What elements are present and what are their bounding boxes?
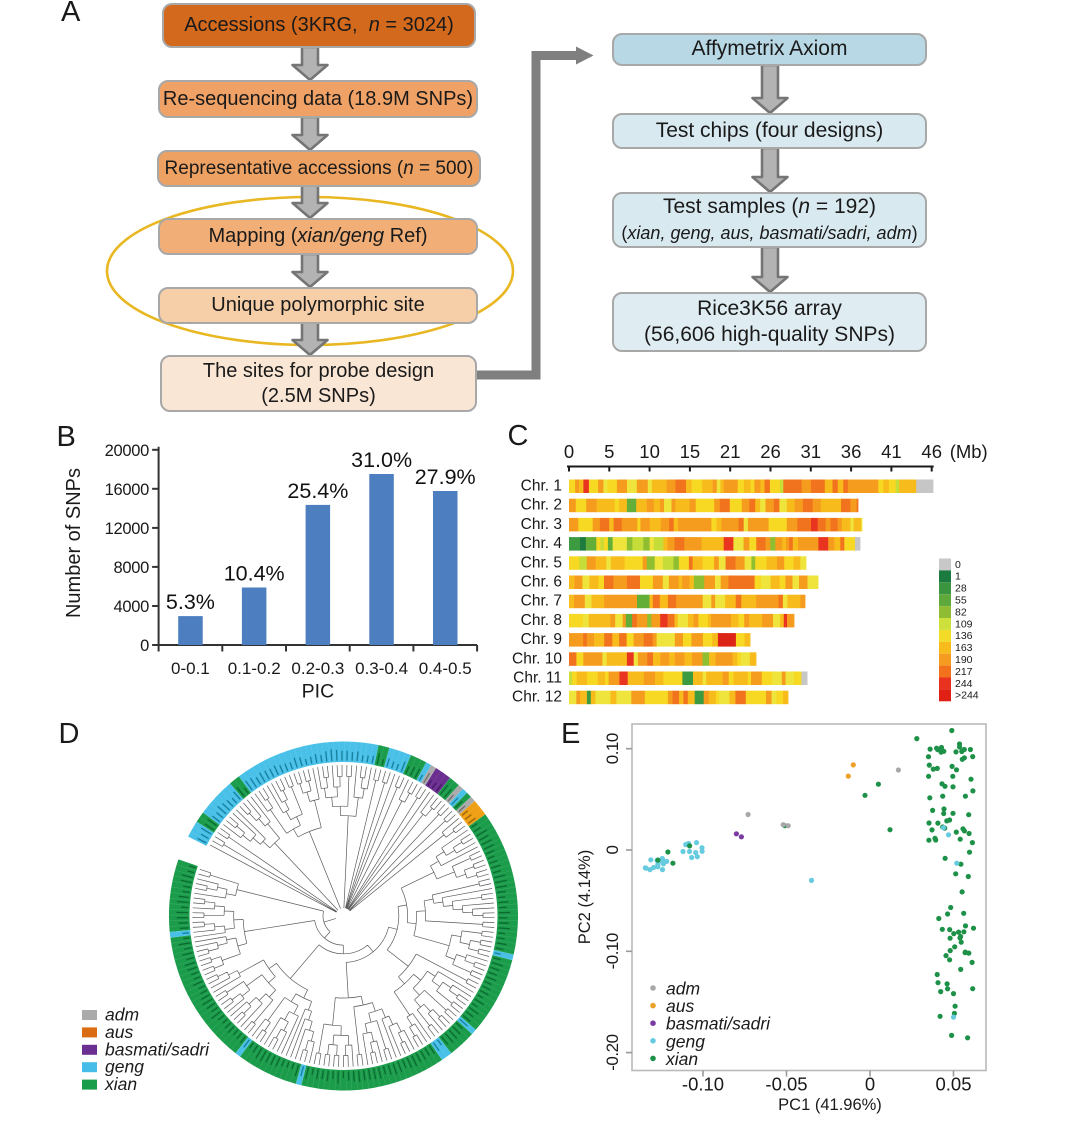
svg-text:27.9%: 27.9%	[415, 465, 476, 489]
svg-text:basmati/sadri: basmati/sadri	[105, 1039, 210, 1059]
svg-text:5.3%: 5.3%	[166, 590, 215, 614]
svg-text:10.4%: 10.4%	[224, 562, 285, 586]
svg-text:aus: aus	[666, 996, 694, 1016]
svg-text:26: 26	[760, 441, 781, 462]
svg-text:Chr. 4: Chr. 4	[521, 535, 563, 552]
svg-text:12000: 12000	[105, 520, 150, 538]
svg-text:adm: adm	[105, 1005, 139, 1025]
svg-text:aus: aus	[105, 1022, 133, 1042]
svg-text:25.4%: 25.4%	[287, 479, 348, 503]
svg-text:Chr. 5: Chr. 5	[521, 554, 562, 571]
svg-text:xian: xian	[104, 1074, 137, 1094]
svg-text:PIC: PIC	[302, 681, 335, 703]
svg-text:Chr. 11: Chr. 11	[513, 670, 562, 687]
svg-text:0-0.1: 0-0.1	[171, 659, 210, 678]
svg-text:-0.10: -0.10	[682, 1074, 724, 1095]
svg-text:20000: 20000	[105, 442, 150, 460]
svg-text:5: 5	[604, 441, 614, 462]
svg-text:109: 109	[955, 618, 973, 630]
svg-text:PC2 (4.14%): PC2 (4.14%)	[576, 850, 594, 944]
svg-text:basmati/sadri: basmati/sadri	[666, 1014, 771, 1034]
svg-text:8000: 8000	[113, 559, 149, 577]
svg-text:>244: >244	[955, 690, 979, 702]
svg-text:163: 163	[955, 642, 973, 654]
svg-text:0.1-0.2: 0.1-0.2	[228, 659, 281, 678]
svg-text:(Mb): (Mb)	[950, 441, 988, 462]
svg-text:-0.20: -0.20	[603, 1034, 622, 1070]
svg-text:0.4-0.5: 0.4-0.5	[419, 659, 472, 678]
svg-text:0: 0	[603, 845, 622, 854]
svg-text:0.3-0.4: 0.3-0.4	[355, 659, 408, 678]
svg-text:PC1 (41.96%): PC1 (41.96%)	[778, 1096, 882, 1114]
svg-text:Chr. 12: Chr. 12	[512, 689, 562, 706]
svg-text:21: 21	[720, 441, 741, 462]
svg-text:46: 46	[921, 441, 942, 462]
svg-text:geng: geng	[105, 1057, 144, 1077]
svg-text:10: 10	[639, 441, 660, 462]
svg-text:1: 1	[955, 571, 961, 583]
svg-text:36: 36	[841, 441, 862, 462]
svg-text:0.2-0.3: 0.2-0.3	[291, 659, 344, 678]
svg-text:217: 217	[955, 666, 973, 678]
svg-text:0: 0	[564, 441, 574, 462]
svg-text:Chr. 6: Chr. 6	[521, 574, 562, 591]
svg-text:15: 15	[680, 441, 701, 462]
svg-text:82: 82	[955, 606, 967, 618]
svg-text:0: 0	[955, 559, 961, 571]
svg-text:0: 0	[865, 1074, 875, 1095]
svg-text:Chr. 2: Chr. 2	[521, 497, 562, 514]
svg-text:55: 55	[955, 595, 967, 607]
svg-text:28: 28	[955, 583, 967, 595]
svg-text:244: 244	[955, 678, 973, 690]
svg-text:Chr. 9: Chr. 9	[521, 631, 562, 648]
svg-text:41: 41	[881, 441, 902, 462]
svg-text:Chr. 7: Chr. 7	[521, 593, 562, 610]
svg-text:Chr. 3: Chr. 3	[521, 516, 562, 533]
svg-text:0: 0	[140, 637, 149, 655]
svg-text:-0.10: -0.10	[603, 933, 622, 969]
svg-text:adm: adm	[666, 979, 700, 999]
svg-text:16000: 16000	[105, 481, 150, 499]
svg-text:136: 136	[955, 630, 973, 642]
svg-text:31.0%: 31.0%	[351, 448, 412, 472]
svg-text:Chr. 8: Chr. 8	[521, 612, 562, 629]
svg-text:0.10: 0.10	[603, 733, 622, 764]
svg-text:31: 31	[801, 441, 822, 462]
svg-text:Chr. 1: Chr. 1	[521, 478, 562, 495]
svg-text:-0.05: -0.05	[765, 1074, 807, 1095]
svg-text:4000: 4000	[113, 598, 149, 616]
svg-text:xian: xian	[665, 1049, 698, 1069]
svg-text:0.05: 0.05	[935, 1074, 971, 1095]
svg-text:geng: geng	[666, 1031, 705, 1051]
svg-text:190: 190	[955, 654, 973, 666]
svg-text:Chr. 10: Chr. 10	[512, 650, 562, 667]
svg-text:Number of SNPs: Number of SNPs	[63, 468, 85, 618]
